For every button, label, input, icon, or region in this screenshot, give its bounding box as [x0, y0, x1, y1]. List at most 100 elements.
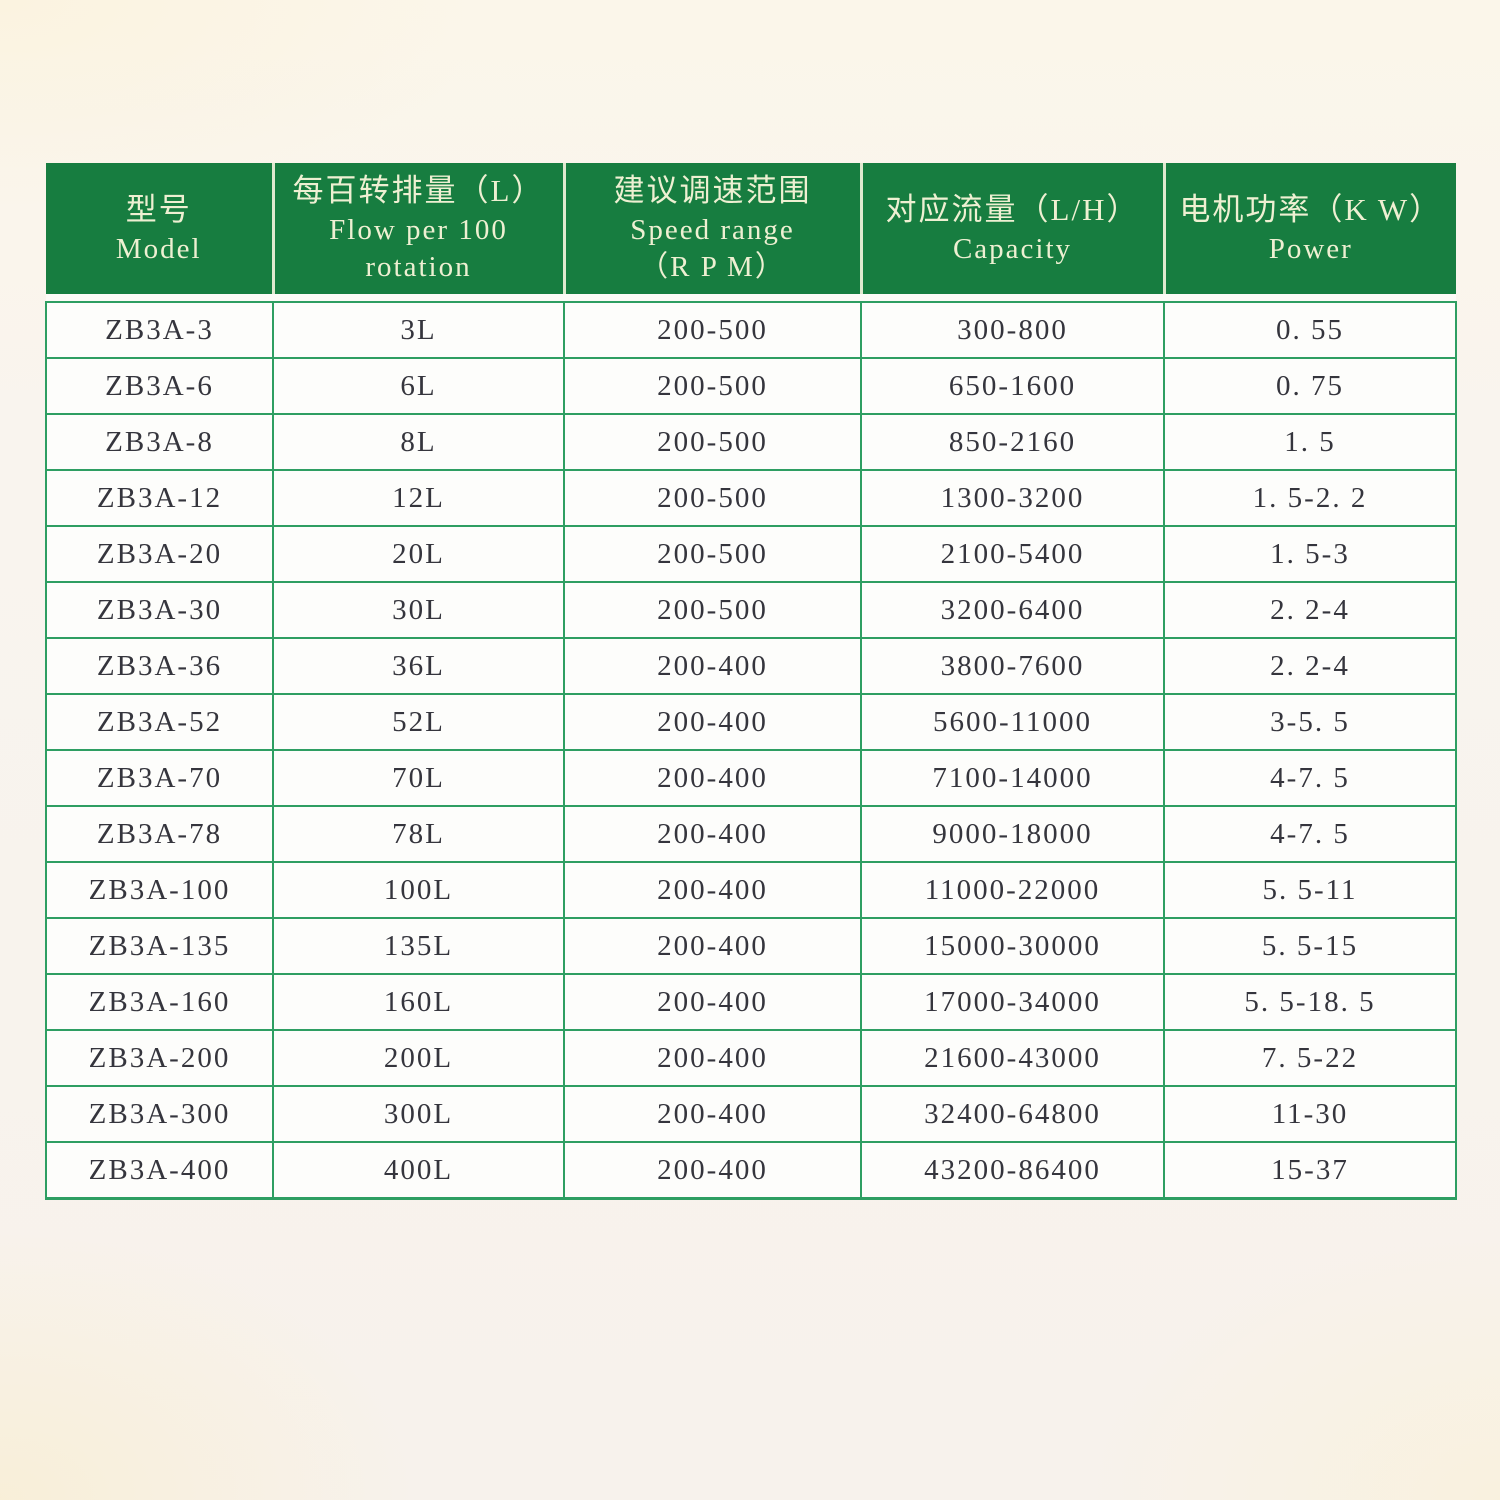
cell-capacity: 21600-43000 — [860, 1029, 1165, 1087]
cell-capacity: 3800-7600 — [860, 637, 1165, 695]
header-power-en: Power — [1268, 232, 1353, 265]
cell-speed: 200-400 — [563, 1029, 862, 1087]
col-header-capacity: 对应流量（L/H） Capacity — [861, 163, 1166, 294]
table-row: ZB3A-3 3L 200-500 300-800 0. 55 — [45, 301, 1457, 359]
cell-power: 11-30 — [1163, 1085, 1457, 1143]
cell-capacity: 43200-86400 — [860, 1141, 1165, 1200]
header-flow-en-2: rotation — [365, 251, 472, 284]
header-capacity-en: Capacity — [952, 232, 1073, 265]
cell-model: ZB3A-8 — [45, 413, 274, 471]
cell-power: 5. 5-18. 5 — [1163, 973, 1457, 1031]
cell-power: 2. 2-4 — [1163, 581, 1457, 639]
cell-flow: 12L — [272, 469, 565, 527]
cell-speed: 200-400 — [563, 637, 862, 695]
col-header-power: 电机功率（K W） Power — [1164, 163, 1456, 294]
col-header-speed: 建议调速范围 Speed range （R P M） — [564, 163, 863, 294]
cell-capacity: 2100-5400 — [860, 525, 1165, 583]
table-row: ZB3A-78 78L 200-400 9000-18000 4-7. 5 — [45, 805, 1457, 863]
table-row: ZB3A-20 20L 200-500 2100-5400 1. 5-3 — [45, 525, 1457, 583]
cell-model: ZB3A-30 — [45, 581, 274, 639]
pump-spec-table: 型号 Model 每百转排量（L） Flow per 100 rotation … — [45, 163, 1457, 1200]
cell-flow: 8L — [272, 413, 565, 471]
cell-model: ZB3A-12 — [45, 469, 274, 527]
cell-model: ZB3A-300 — [45, 1085, 274, 1143]
cell-flow: 6L — [272, 357, 565, 415]
cell-model: ZB3A-36 — [45, 637, 274, 695]
cell-speed: 200-400 — [563, 749, 862, 807]
cell-model: ZB3A-78 — [45, 805, 274, 863]
cell-power: 0. 75 — [1163, 357, 1457, 415]
cell-model: ZB3A-200 — [45, 1029, 274, 1087]
cell-flow: 78L — [272, 805, 565, 863]
cell-flow: 300L — [272, 1085, 565, 1143]
cell-capacity: 17000-34000 — [860, 973, 1165, 1031]
header-speed-en-2: （R P M） — [639, 251, 786, 284]
cell-flow: 20L — [272, 525, 565, 583]
cell-power: 2. 2-4 — [1163, 637, 1457, 695]
header-power-zh: 电机功率（K W） — [1179, 191, 1443, 227]
cell-flow: 200L — [272, 1029, 565, 1087]
cell-flow: 70L — [272, 749, 565, 807]
table-row: ZB3A-6 6L 200-500 650-1600 0. 75 — [45, 357, 1457, 415]
table-row: ZB3A-135 135L 200-400 15000-30000 5. 5-15 — [45, 917, 1457, 975]
cell-power: 1. 5-3 — [1163, 525, 1457, 583]
cell-capacity: 15000-30000 — [860, 917, 1165, 975]
table-row: ZB3A-52 52L 200-400 5600-11000 3-5. 5 — [45, 693, 1457, 751]
cell-model: ZB3A-3 — [45, 301, 274, 359]
table-body: ZB3A-3 3L 200-500 300-800 0. 55 ZB3A-6 6L 200-5… — [45, 294, 1457, 1200]
cell-speed: 200-500 — [563, 525, 862, 583]
cell-power: 7. 5-22 — [1163, 1029, 1457, 1087]
header-row: 型号 Model 每百转排量（L） Flow per 100 rotation … — [46, 163, 1456, 294]
cell-capacity: 5600-11000 — [860, 693, 1165, 751]
header-model-en: Model — [115, 232, 202, 265]
cell-power: 0. 55 — [1163, 301, 1457, 359]
cell-power: 1. 5 — [1163, 413, 1457, 471]
cell-power: 3-5. 5 — [1163, 693, 1457, 751]
table-row: ZB3A-70 70L 200-400 7100-14000 4-7. 5 — [45, 749, 1457, 807]
table-row: ZB3A-12 12L 200-500 1300-3200 1. 5-2. 2 — [45, 469, 1457, 527]
table-row: ZB3A-36 36L 200-400 3800-7600 2. 2-4 — [45, 637, 1457, 695]
cell-flow: 400L — [272, 1141, 565, 1200]
cell-speed: 200-500 — [563, 413, 862, 471]
cell-model: ZB3A-135 — [45, 917, 274, 975]
cell-flow: 36L — [272, 637, 565, 695]
cell-capacity: 300-800 — [860, 301, 1165, 359]
cell-capacity: 3200-6400 — [860, 581, 1165, 639]
table-row: ZB3A-300 300L 200-400 32400-64800 11-30 — [45, 1085, 1457, 1143]
cell-flow: 52L — [272, 693, 565, 751]
header-flow-zh: 每百转排量（L） — [292, 172, 545, 208]
table-row: ZB3A-100 100L 200-400 11000-22000 5. 5-11 — [45, 861, 1457, 919]
cell-capacity: 650-1600 — [860, 357, 1165, 415]
cell-capacity: 850-2160 — [860, 413, 1165, 471]
table-row: ZB3A-8 8L 200-500 850-2160 1. 5 — [45, 413, 1457, 471]
cell-speed: 200-500 — [563, 469, 862, 527]
cell-power: 15-37 — [1163, 1141, 1457, 1200]
cell-speed: 200-400 — [563, 1141, 862, 1200]
cell-speed: 200-400 — [563, 805, 862, 863]
table-row: ZB3A-30 30L 200-500 3200-6400 2. 2-4 — [45, 581, 1457, 639]
col-header-model: 型号 Model — [46, 163, 275, 294]
table-header: 型号 Model 每百转排量（L） Flow per 100 rotation … — [46, 163, 1456, 294]
cell-power: 5. 5-11 — [1163, 861, 1457, 919]
cell-speed: 200-400 — [563, 917, 862, 975]
cell-flow: 30L — [272, 581, 565, 639]
cell-flow: 3L — [272, 301, 565, 359]
header-speed-en-1: Speed range — [630, 213, 795, 246]
cell-speed: 200-400 — [563, 861, 862, 919]
cell-model: ZB3A-6 — [45, 357, 274, 415]
cell-speed: 200-400 — [563, 693, 862, 751]
cell-capacity: 7100-14000 — [860, 749, 1165, 807]
cell-model: ZB3A-100 — [45, 861, 274, 919]
cell-power: 4-7. 5 — [1163, 749, 1457, 807]
cell-flow: 135L — [272, 917, 565, 975]
cell-capacity: 11000-22000 — [860, 861, 1165, 919]
cell-flow: 160L — [272, 973, 565, 1031]
cell-speed: 200-500 — [563, 581, 862, 639]
cell-capacity: 32400-64800 — [860, 1085, 1165, 1143]
cell-capacity: 9000-18000 — [860, 805, 1165, 863]
header-speed-zh: 建议调速范围 — [613, 172, 812, 208]
cell-model: ZB3A-70 — [45, 749, 274, 807]
cell-model: ZB3A-52 — [45, 693, 274, 751]
cell-speed: 200-500 — [563, 357, 862, 415]
